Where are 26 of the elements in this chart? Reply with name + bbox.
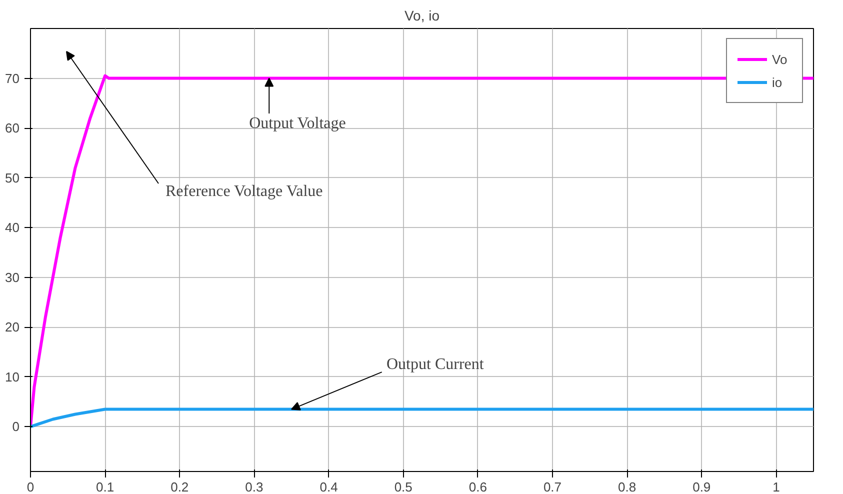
y-tick-label: 50 [5,170,20,186]
x-tick-label: 0.6 [468,480,487,494]
y-tick-label: 60 [5,120,20,136]
x-tick-label: 1 [772,480,780,494]
y-tick-label: 10 [5,369,20,384]
annotation: Output Current [386,356,484,373]
x-tick-label: 0.1 [96,480,114,494]
x-tick-label: 0.9 [692,480,711,494]
y-tick-label: 40 [5,220,20,236]
chart-title: Vo, io [404,8,440,24]
x-tick-label: 0.4 [320,480,338,494]
x-tick-label: 0.7 [543,480,562,494]
y-tick-label: 0 [12,419,20,434]
x-tick-label: 0.8 [618,480,636,494]
x-tick-label: 0.5 [394,480,412,494]
y-tick-label: 30 [5,270,20,285]
annotation: Output Voltage [249,114,346,132]
x-tick-label: 0 [26,480,34,494]
y-tick-label: 70 [5,70,20,86]
line-series [30,408,814,428]
annotation: Reference Voltage Value [166,183,323,200]
legend-label: Vo [772,52,788,66]
y-tick-label: 20 [5,320,20,335]
legend-label: io [772,74,784,90]
x-tick-label: 0.3 [245,480,264,494]
x-tick-label: 0.2 [170,480,189,494]
